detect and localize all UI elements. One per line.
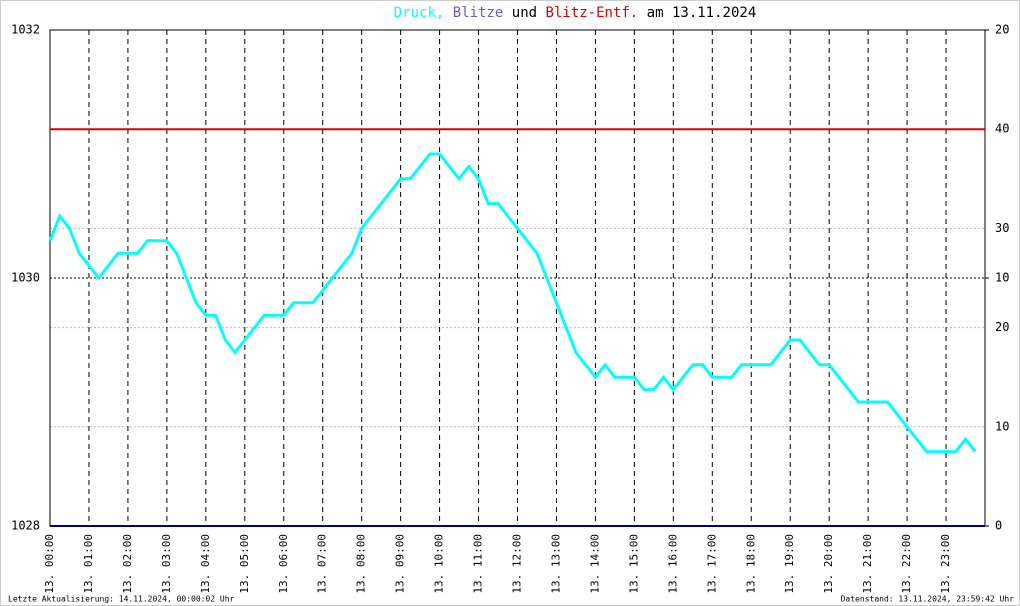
y-tick-label: 1032	[11, 23, 40, 37]
footer-left: Letzte Aktualisierung: 14.11.2024, 00:00…	[8, 595, 235, 604]
x-tick-label: 13. 07:00	[316, 534, 329, 594]
y3-tick-label: 10	[995, 419, 1009, 433]
x-tick-label: 13. 11:00	[472, 534, 485, 594]
x-tick-label: 13. 05:00	[238, 534, 251, 594]
title-part: am 13.11.2024	[647, 5, 757, 21]
y2-tick-label: 10	[995, 271, 1009, 285]
x-tick-label: 13. 19:00	[783, 534, 796, 594]
x-tick-label: 13. 02:00	[121, 534, 134, 594]
x-tick-label: 13. 15:00	[627, 534, 640, 594]
y3-tick-label: 20	[995, 320, 1009, 334]
x-tick-label: 13. 16:00	[666, 534, 679, 594]
x-tick-label: 13. 17:00	[705, 534, 718, 594]
title-part: Druck,	[394, 5, 445, 21]
x-tick-label: 13. 14:00	[588, 534, 601, 594]
x-tick-label: 13. 13:00	[549, 534, 562, 594]
title-part: Blitze	[453, 5, 504, 21]
x-tick-label: 13. 20:00	[822, 534, 835, 594]
y3-tick-label: 30	[995, 221, 1009, 235]
x-tick-label: 13. 12:00	[511, 534, 524, 594]
y2-tick-label: 0	[995, 519, 1002, 533]
chart-title: Druck, Blitze und Blitz-Entf. am 13.11.2…	[394, 5, 757, 21]
footer-right: Datenstand: 13.11.2024, 23:59:42 Uhr	[841, 595, 1015, 604]
x-tick-label: 13. 21:00	[861, 534, 874, 594]
x-tick-label: 13. 01:00	[82, 534, 95, 594]
y2-tick-label: 20	[995, 23, 1009, 37]
x-tick-label: 13. 10:00	[433, 534, 446, 594]
y3-tick-label: 40	[995, 122, 1009, 136]
x-tick-label: 13. 18:00	[744, 534, 757, 594]
title-part: und	[512, 5, 537, 21]
x-tick-label: 13. 06:00	[277, 534, 290, 594]
x-tick-label: 13. 23:00	[939, 534, 952, 594]
y-tick-label: 1030	[11, 271, 40, 285]
title-part: Blitz-Entf.	[546, 5, 639, 21]
y-tick-label: 1028	[11, 519, 40, 533]
x-tick-label: 13. 08:00	[355, 534, 368, 594]
series-line	[48, 152, 977, 454]
x-tick-label: 13. 00:00	[43, 534, 56, 594]
x-tick-label: 13. 03:00	[160, 534, 173, 594]
x-tick-label: 13. 22:00	[900, 534, 913, 594]
x-tick-label: 13. 09:00	[394, 534, 407, 594]
x-tick-label: 13. 04:00	[199, 534, 212, 594]
